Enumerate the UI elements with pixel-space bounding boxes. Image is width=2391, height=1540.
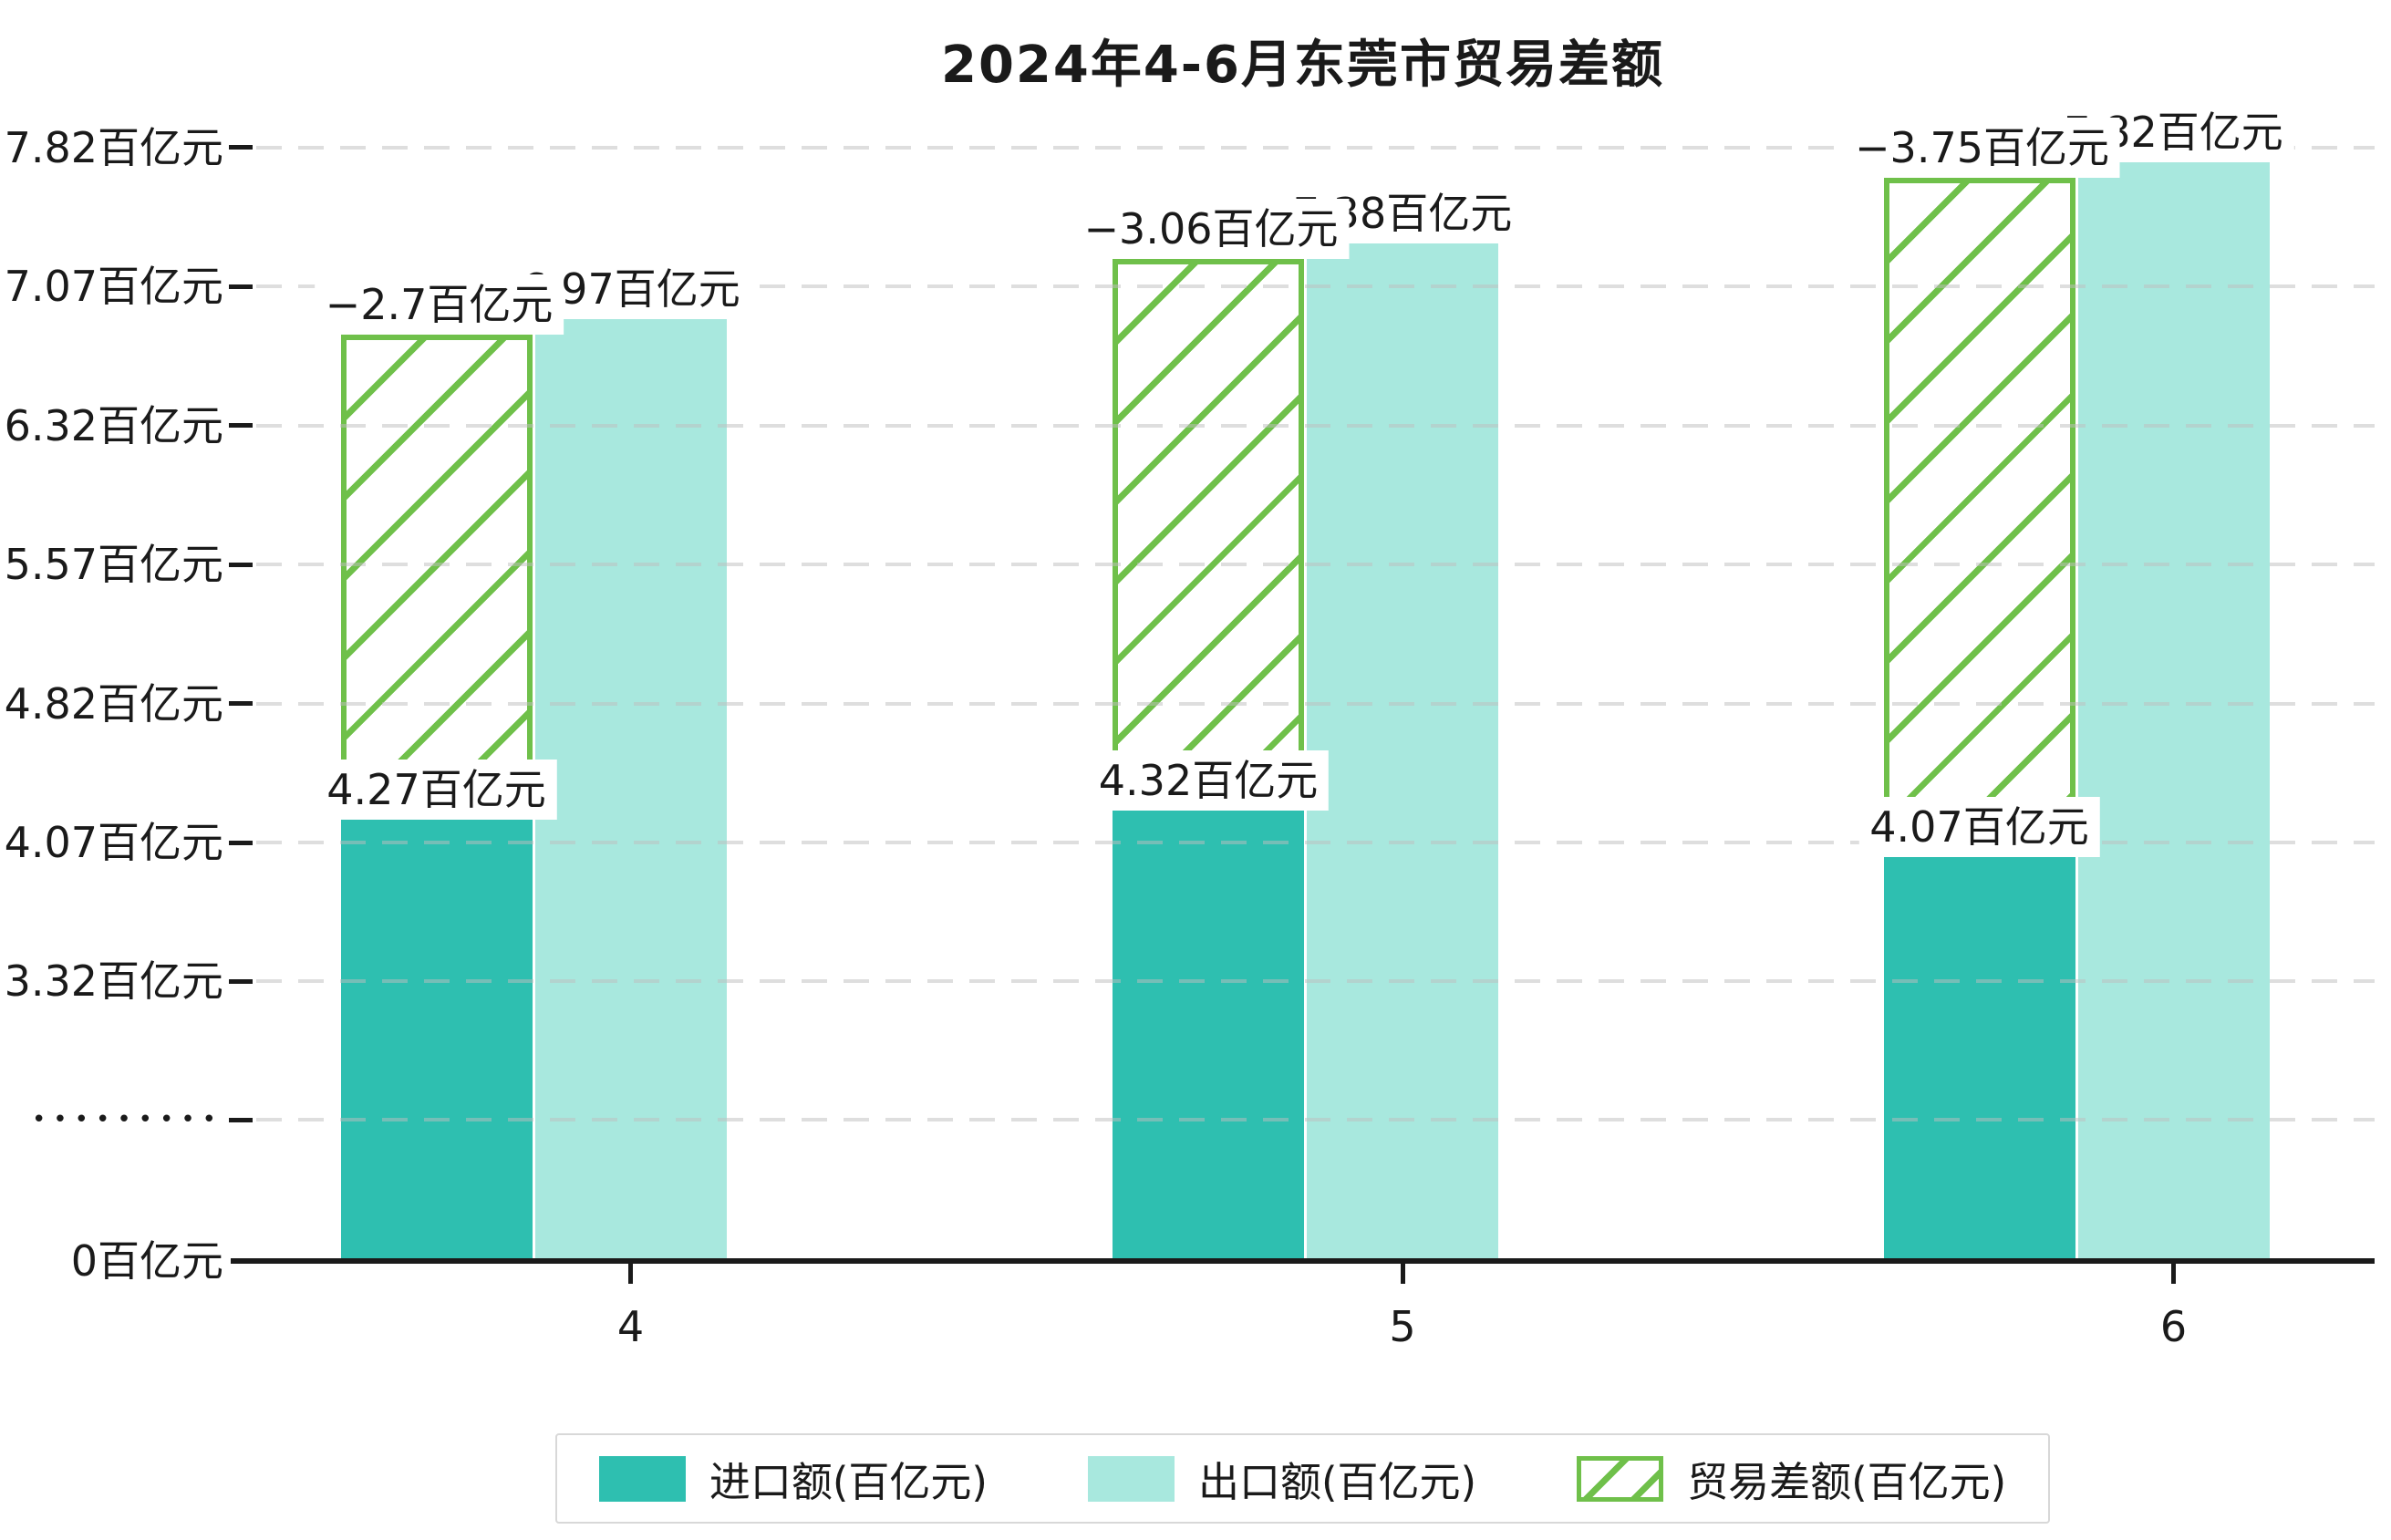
legend-label-export: 出口额(百亿元) xyxy=(1197,1458,1477,1506)
x-tick-mark xyxy=(628,1264,633,1284)
y-tick-mark xyxy=(229,284,253,289)
x-tick-mark xyxy=(2171,1264,2176,1284)
trade-balance-bar xyxy=(1113,258,1304,811)
balance-swatch-icon xyxy=(1577,1455,1664,1502)
y-tick-label-zero: 0百亿元 xyxy=(70,1236,223,1286)
y-tick-label: 7.07百亿元 xyxy=(4,262,223,311)
x-tick-mark xyxy=(1400,1264,1405,1284)
gridline xyxy=(256,841,2375,844)
y-tick-label: 4.82百亿元 xyxy=(4,678,223,729)
import-value-label: 4.32百亿元 xyxy=(1087,750,1330,811)
legend-item-balance: 贸易差额(百亿元) xyxy=(1577,1449,2006,1508)
import-swatch-icon xyxy=(598,1455,686,1502)
trade-balance-bar xyxy=(340,335,533,821)
gridline xyxy=(256,1118,2375,1121)
y-tick-label: 7.82百亿元 xyxy=(4,122,223,172)
import-value-label: 4.27百亿元 xyxy=(316,760,557,821)
axis-break-dots: ••••••••• xyxy=(31,1106,223,1133)
chart-title: 2024年4-6月东莞市贸易差额 xyxy=(940,36,1665,95)
y-tick-mark xyxy=(229,562,253,567)
gridline xyxy=(256,284,2375,288)
balance-value-label: −3.75百亿元 xyxy=(1844,117,2120,178)
gridline xyxy=(256,563,2375,566)
trade-balance-bar xyxy=(1883,177,2075,857)
y-tick-label: 4.07百亿元 xyxy=(4,818,223,867)
gridline xyxy=(256,701,2375,706)
x-tick-label: 5 xyxy=(1389,1302,1416,1351)
import-value-label: 4.07百亿元 xyxy=(1858,797,2100,857)
y-tick-mark xyxy=(229,978,253,984)
import-bar xyxy=(340,820,533,1261)
legend-item-import: 进口额(百亿元) xyxy=(598,1449,988,1508)
y-tick-mark xyxy=(229,701,253,706)
y-tick-mark xyxy=(229,1117,253,1122)
y-tick-mark xyxy=(229,423,253,428)
balance-value-label: −3.06百亿元 xyxy=(1072,198,1350,259)
export-swatch-icon xyxy=(1087,1455,1175,1502)
x-axis-line xyxy=(231,1258,2375,1264)
legend-item-export: 出口额(百亿元) xyxy=(1087,1449,1477,1508)
legend: 进口额(百亿元) 出口额(百亿元) 贸易差额(百亿元) xyxy=(554,1433,2051,1524)
legend-label-balance: 贸易差额(百亿元) xyxy=(1687,1458,2007,1506)
y-tick-label: 5.57百亿元 xyxy=(4,540,223,589)
gridline xyxy=(256,145,2375,150)
export-bar xyxy=(1307,243,1498,1261)
gridline xyxy=(256,979,2375,984)
legend-label-import: 进口额(百亿元) xyxy=(709,1458,988,1506)
y-tick-mark xyxy=(229,840,253,845)
gridline xyxy=(256,423,2375,428)
x-tick-label: 4 xyxy=(616,1302,645,1351)
y-tick-mark xyxy=(229,145,253,150)
y-tick-label: 6.32百亿元 xyxy=(4,400,223,450)
legend-wrap: 进口额(百亿元) 出口额(百亿元) 贸易差额(百亿元) xyxy=(231,1433,2375,1524)
balance-value-label: −2.7百亿元 xyxy=(314,274,564,336)
x-tick-label: 6 xyxy=(2159,1302,2188,1351)
import-bar xyxy=(1113,811,1304,1261)
export-bar xyxy=(2077,161,2270,1261)
y-tick-label: 3.32百亿元 xyxy=(4,956,223,1007)
import-bar xyxy=(1883,857,2075,1261)
export-bar xyxy=(534,319,727,1261)
